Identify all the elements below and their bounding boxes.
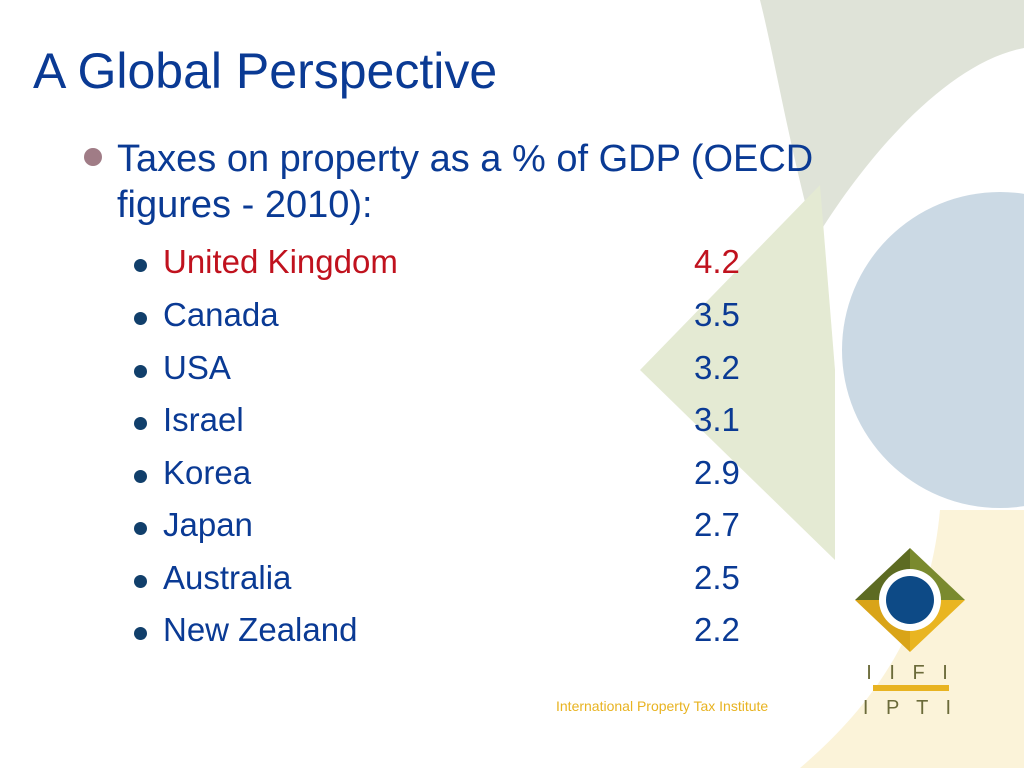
country-name: United Kingdom — [163, 243, 398, 280]
footer-text: International Property Tax Institute — [556, 698, 769, 714]
list-item-korea: Korea 2.9 — [0, 447, 800, 499]
main-bullet-text: Taxes on property as a % of GDP (OECD fi… — [117, 138, 814, 226]
country-value: 2.5 — [694, 559, 740, 596]
list-item-australia: Australia 2.5 — [0, 552, 800, 604]
list-item-japan: Japan 2.7 — [0, 499, 800, 551]
list-item-israel: Israel 3.1 — [0, 394, 800, 446]
bullet-dot — [134, 417, 147, 430]
country-name: Israel — [163, 401, 244, 438]
country-name: Canada — [163, 296, 279, 333]
list-item-united-kingdom: United Kingdom 4.2 — [0, 236, 800, 288]
country-value: 2.2 — [694, 611, 740, 648]
bullet-dot — [134, 470, 147, 483]
main-bullet-dot — [84, 148, 102, 166]
country-name: USA — [163, 349, 231, 386]
country-value: 3.5 — [694, 296, 740, 333]
logo-gold-bar — [873, 685, 949, 691]
country-value: 2.9 — [694, 454, 740, 491]
green-diamond — [640, 185, 835, 560]
bullet-dot — [134, 575, 147, 588]
page-title: A Global Perspective — [33, 43, 498, 99]
country-name: New Zealand — [163, 611, 358, 648]
blue-circle — [842, 192, 1024, 508]
country-value: 2.7 — [694, 506, 740, 543]
bullet-dot — [134, 522, 147, 535]
sage-band — [760, 0, 1024, 240]
ipti-logo: I I F I I P T I — [855, 548, 965, 718]
bullet-dot — [134, 627, 147, 640]
country-value: 3.1 — [694, 401, 740, 438]
country-value: 3.2 — [694, 349, 740, 386]
bullet-dot — [134, 259, 147, 272]
logo-line-1: I I F I — [866, 662, 954, 684]
country-value: 4.2 — [694, 243, 740, 280]
bullet-dot — [134, 312, 147, 325]
list-item-usa: USA 3.2 — [0, 342, 800, 394]
list-item-new-zealand: New Zealand 2.2 — [0, 604, 800, 656]
country-name: Japan — [163, 506, 253, 543]
logo-line-2: I P T I — [863, 697, 957, 718]
bullet-dot — [134, 365, 147, 378]
country-name: Korea — [163, 454, 252, 491]
country-name: Australia — [163, 559, 292, 596]
logo-navy-circle — [886, 576, 934, 624]
list-item-canada: Canada 3.5 — [0, 289, 800, 341]
